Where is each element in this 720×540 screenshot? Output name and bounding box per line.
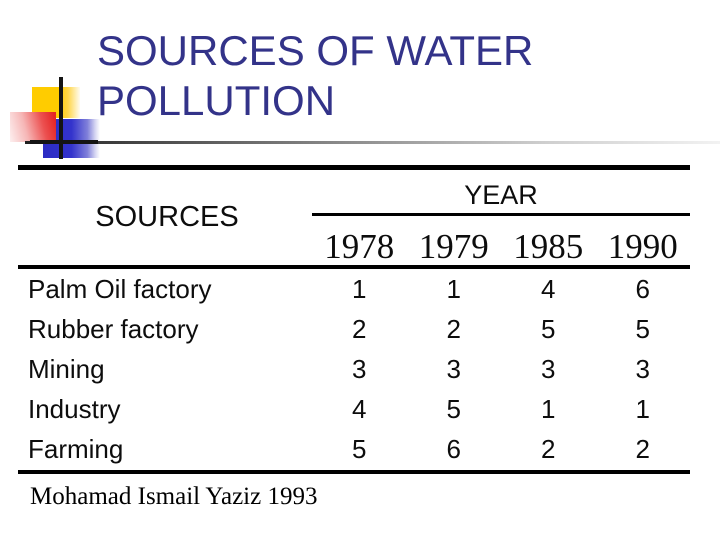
table-bottom-rule: [18, 470, 690, 474]
table-body: Palm Oil factory 1 1 4 6 Rubber factory …: [18, 269, 690, 469]
decoration-gradient-rule: [25, 141, 720, 144]
row-label: Mining: [28, 353, 105, 384]
cell-value: 5: [541, 313, 556, 344]
decoration-vertical-line: [59, 77, 63, 159]
decoration-horizontal-line: [30, 140, 98, 144]
year-header-rule: [312, 213, 690, 216]
table-row: Rubber factory 2 2 5 5: [18, 309, 690, 349]
year-column-header: 1985: [513, 227, 584, 266]
table-header-sources: SOURCES: [95, 201, 239, 233]
year-column-header: 1978: [324, 227, 395, 266]
cell-value: 5: [352, 433, 367, 464]
year-column-header: 1979: [418, 227, 489, 266]
cell-value: 1: [446, 273, 461, 304]
decoration-red-square: [10, 112, 56, 142]
table-header-year: YEAR: [464, 180, 538, 210]
cell-value: 5: [446, 393, 461, 424]
cell-value: 1: [635, 393, 650, 424]
cell-value: 2: [541, 433, 556, 464]
cell-value: 1: [352, 273, 367, 304]
title-underline: [18, 165, 690, 170]
cell-value: 3: [541, 353, 556, 384]
slide-title: SOURCES OF WATER POLLUTION: [97, 27, 534, 124]
cell-value: 3: [352, 353, 367, 384]
table-year-columns: 1978 1979 1985 1990: [312, 227, 690, 267]
cell-value: 4: [541, 273, 556, 304]
cell-value: 2: [635, 433, 650, 464]
row-label: Farming: [28, 433, 124, 464]
table-row: Industry 4 5 1 1: [18, 389, 690, 429]
row-label: Industry: [28, 393, 121, 424]
cell-value: 3: [635, 353, 650, 384]
cell-value: 4: [352, 393, 367, 424]
year-column-header: 1990: [607, 227, 678, 266]
cell-value: 1: [541, 393, 556, 424]
table-header-bottom-rule: [18, 265, 690, 269]
cell-value: 6: [446, 433, 461, 464]
cell-value: 2: [352, 313, 367, 344]
table-row: Mining 3 3 3 3: [18, 349, 690, 389]
cell-value: 5: [635, 313, 650, 344]
table-row: Palm Oil factory 1 1 4 6: [18, 269, 690, 309]
cell-value: 2: [446, 313, 461, 344]
table-row: Farming 5 6 2 2: [18, 429, 690, 469]
row-label: Rubber factory: [28, 313, 199, 344]
row-label: Palm Oil factory: [28, 273, 212, 304]
cell-value: 3: [446, 353, 461, 384]
cell-value: 6: [635, 273, 650, 304]
credit-text: Mohamad Ismail Yaziz 1993: [30, 483, 318, 510]
